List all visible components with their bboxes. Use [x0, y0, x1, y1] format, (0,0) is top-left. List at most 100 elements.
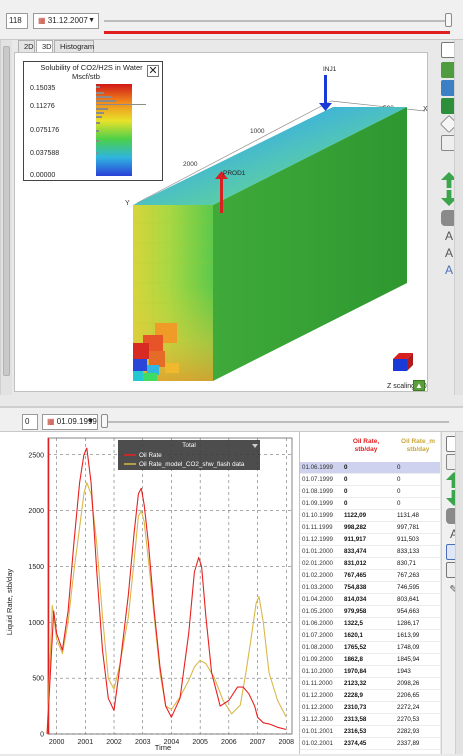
tab-histogram[interactable]: Histogram	[54, 40, 94, 52]
bottom-time-slider[interactable]	[104, 421, 449, 423]
tab-2d[interactable]: 2D	[18, 40, 35, 52]
3d-model-canvas[interactable]: X Y 500 1000 2000	[15, 53, 429, 393]
text-format-icon[interactable]: A	[444, 246, 453, 260]
chart-y-label: Liquid Rate, stb/day	[5, 569, 14, 636]
y-axis-line	[136, 100, 332, 204]
bottom-date-dropdown[interactable]: ▦ 01.09.1999 ▼	[42, 414, 98, 430]
table-cell-date: 01.05.2000	[302, 608, 333, 615]
bottom-toolbar: 0 ▦ 01.09.1999 ▼	[0, 406, 463, 432]
table-cell-oil-rate: 1620,1	[344, 632, 363, 639]
table-cell-model-rate: 0	[397, 464, 401, 471]
table-row[interactable]: 01.09.2000 1862,8 1845,94	[300, 654, 440, 666]
table-row[interactable]: 01.12.1999 911,917 911,503	[300, 534, 440, 546]
table-cell-model-rate: 2270,53	[397, 716, 420, 723]
table-row[interactable]: 01.06.1999 0 0	[300, 462, 440, 474]
table-cell-date: 01.12.2000	[302, 692, 333, 699]
legend-tick-3: 0.037588	[30, 150, 59, 157]
table-row[interactable]: 01.11.1999 998,282 997,781	[300, 522, 440, 534]
orientation-cube-icon[interactable]	[393, 353, 413, 371]
table-cell-date: 01.10.2000	[302, 668, 333, 675]
table-row[interactable]: 01.05.2000 979,958 954,663	[300, 606, 440, 618]
table-cell-model-rate: 1613,99	[397, 632, 420, 639]
table-row[interactable]: 01.12.2000 2310,73 2272,24	[300, 702, 440, 714]
legend-colorbar-svg: 0.15035 0.11276 0.075176 0.037588 0.0000…	[30, 84, 146, 179]
legend-collapse-icon[interactable]	[252, 444, 258, 448]
table-cell-model-rate: 2272,24	[397, 704, 420, 711]
top-left-scroll-thumb[interactable]	[3, 46, 10, 376]
legend-close-button[interactable]: ✕	[147, 65, 159, 77]
table-header-oil-rate[interactable]: Oil Rate, stb/day	[352, 438, 380, 453]
producer-well[interactable]: PROD1	[215, 170, 246, 213]
table-header-model[interactable]: Oil Rate_m stb/day	[401, 438, 435, 453]
table-cell-model-rate: 803,641	[397, 596, 420, 603]
table-row[interactable]: 01.08.1999 0 0	[300, 486, 440, 498]
table-row[interactable]: 01.01.2000 833,474 833,133	[300, 546, 440, 558]
table-cell-date: 01.09.2000	[302, 656, 333, 663]
table-cell-model-rate: 2337,89	[397, 740, 420, 747]
top-left-scrollbar[interactable]	[0, 40, 12, 395]
table-cell-oil-rate: 998,282	[344, 524, 367, 531]
table-cell-oil-rate: 831,012	[344, 560, 367, 567]
top-time-slider-thumb[interactable]	[445, 13, 452, 27]
close-icon: ✕	[148, 65, 158, 77]
layers-icon[interactable]	[441, 62, 457, 78]
chart-x-tick: 2004	[164, 739, 180, 746]
table-row[interactable]: 01.02.2000 767,465 767,263	[300, 570, 440, 582]
3d-viewport[interactable]: X Y 500 1000 2000	[14, 52, 428, 392]
table-row[interactable]: 01.08.2000 1765,52 1748,09	[300, 642, 440, 654]
table-row[interactable]: 01.07.2000 1620,1 1613,99	[300, 630, 440, 642]
table-row[interactable]: 02.01.2000 831,012 830,71	[300, 558, 440, 570]
tab-3d[interactable]: 3D	[36, 40, 53, 52]
injector-well[interactable]: INJ1	[319, 66, 337, 111]
text-settings-icon[interactable]: A	[444, 263, 453, 277]
top-date-dropdown[interactable]: ▦ 31.12.2007 ▼	[33, 13, 99, 29]
text-size-icon[interactable]: A	[444, 229, 453, 243]
text-size-icon[interactable]: A	[449, 527, 458, 541]
table-row[interactable]: 01.07.1999 0 0	[300, 474, 440, 486]
injector-label: INJ1	[323, 66, 337, 73]
grid-icon[interactable]	[441, 98, 457, 114]
chart-x-tick: 2001	[78, 739, 94, 746]
bottom-step-field[interactable]: 0	[22, 414, 38, 430]
top-time-slider[interactable]	[104, 20, 450, 22]
liquid-rate-chart[interactable]: 0 500 1000 1500 2000 2500 2000 2001 2002 2003 2004…	[0, 432, 300, 754]
top-right-scrollbar[interactable]	[454, 40, 463, 395]
chart-grid	[47, 437, 293, 735]
table-cell-date: 02.01.2000	[302, 560, 333, 567]
table-cell-oil-rate: 2228,9	[344, 692, 363, 699]
chart-x-tick: 2005	[192, 739, 208, 746]
table-cell-date: 01.01.2000	[302, 548, 333, 555]
table-row[interactable]: 01.03.2000 754,838 746,595	[300, 582, 440, 594]
model-gas-zone	[133, 323, 179, 381]
top-step-field[interactable]: 118	[6, 13, 28, 29]
table-cell-oil-rate: 0	[344, 464, 348, 471]
table-row[interactable]: 01.10.2000 1970,84 1943	[300, 666, 440, 678]
bottom-time-slider-thumb[interactable]	[101, 414, 108, 428]
table-row[interactable]: 01.12.2000 2228,9 2206,65	[300, 690, 440, 702]
chart-y-tick: 1000	[28, 620, 44, 627]
table-cell-oil-rate: 1970,84	[344, 668, 367, 675]
table-row[interactable]: 01.01.2001 2316,53 2282,93	[300, 726, 440, 738]
bottom-right-scrollbar[interactable]	[455, 432, 463, 754]
table-row[interactable]: 01.06.2000 1322,5 1286,17	[300, 618, 440, 630]
table-row[interactable]: 01.02.2001 2374,45 2337,89	[300, 738, 440, 750]
y-axis-label: Y	[125, 200, 130, 207]
grid-color-icon[interactable]	[441, 80, 457, 96]
chart-y-tick: 0	[40, 732, 44, 739]
legend-tick-2: 0.075176	[30, 127, 59, 134]
table-row[interactable]: 01.04.2000 814,034 803,641	[300, 594, 440, 606]
camera-icon[interactable]	[441, 210, 457, 226]
wrench-icon[interactable]: ✎	[449, 584, 459, 596]
zscaling-button[interactable]: ▲	[413, 380, 425, 391]
table-row[interactable]: 01.09.1999 0 0	[300, 498, 440, 510]
table-row[interactable]: 31.12.2000 2313,58 2270,53	[300, 714, 440, 726]
mountain-icon: ▲	[415, 381, 423, 390]
table-cell-model-rate: 954,663	[397, 608, 420, 615]
table-cell-oil-rate: 2374,45	[344, 740, 367, 747]
table-row[interactable]: 01.10.1999 1122,09 1131,48	[300, 510, 440, 522]
chart-x-tick: 2000	[49, 739, 65, 746]
chart-x-tick: 2002	[106, 739, 122, 746]
legend-title: Solubility of CO2/H2S in Water	[40, 63, 143, 72]
table-row[interactable]: 01.11.2000 2123,32 2098,26	[300, 678, 440, 690]
table-cell-model-rate: 833,133	[397, 548, 420, 555]
